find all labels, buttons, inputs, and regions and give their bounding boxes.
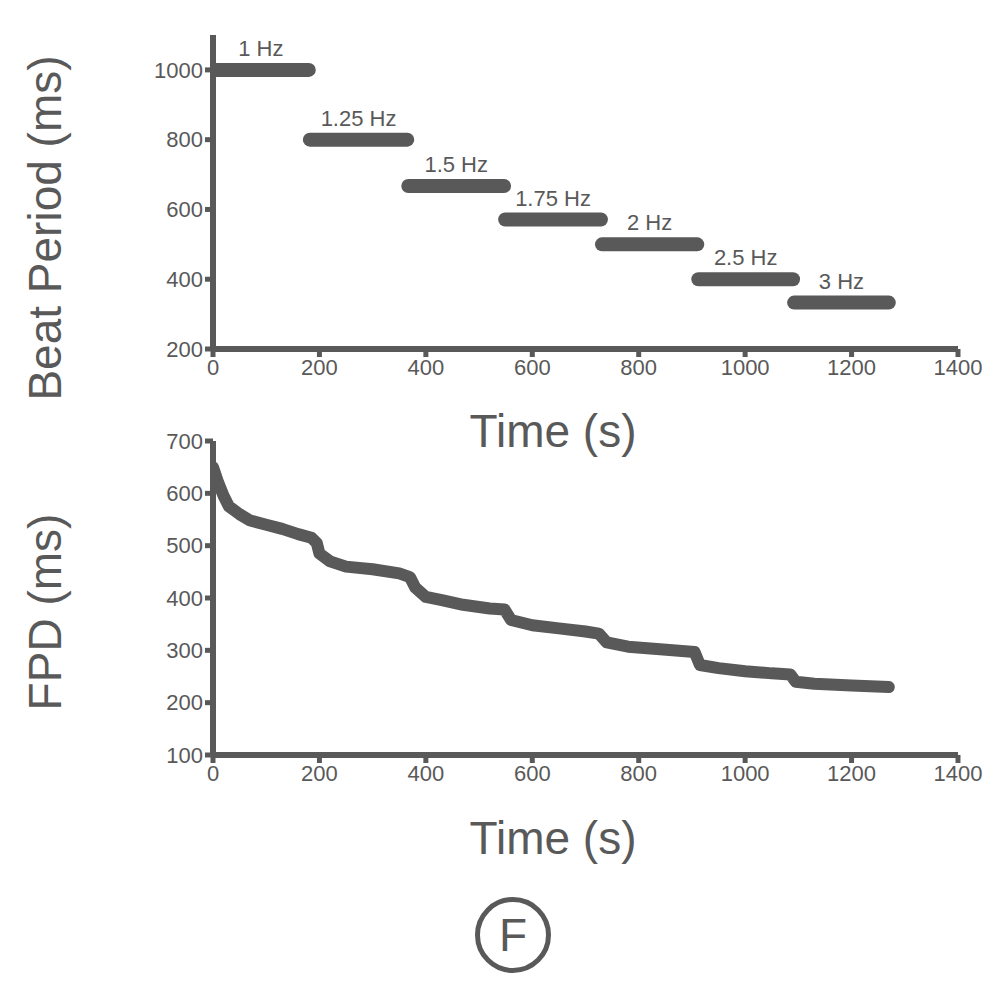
html-text:Beat Period (ms): Beat Period (ms) (19, 55, 71, 401)
svg-text:1000: 1000 (154, 58, 203, 83)
html-text:FPD (ms): FPD (ms) (19, 513, 71, 711)
svg-text:1 Hz: 1 Hz (238, 36, 283, 61)
svg-text:1200: 1200 (827, 355, 876, 380)
svg-text:500: 500 (166, 533, 203, 558)
svg-text:300: 300 (166, 638, 203, 663)
svg-text:200: 200 (301, 355, 338, 380)
svg-text:600: 600 (166, 197, 203, 222)
svg-text:600: 600 (166, 481, 203, 506)
svg-text:400: 400 (407, 355, 444, 380)
svg-text:800: 800 (620, 761, 657, 786)
svg-text:200: 200 (166, 690, 203, 715)
svg-text:0: 0 (207, 761, 219, 786)
svg-text:400: 400 (166, 586, 203, 611)
svg-text:2.5 Hz: 2.5 Hz (714, 245, 778, 270)
svg-text:1400: 1400 (934, 761, 983, 786)
svg-text:2 Hz: 2 Hz (627, 210, 672, 235)
html-text:Time (s): Time (s) (469, 812, 637, 864)
svg-text:1.25 Hz: 1.25 Hz (321, 106, 397, 131)
svg-text:200: 200 (301, 761, 338, 786)
svg-text:0: 0 (207, 355, 219, 380)
svg-text:800: 800 (166, 127, 203, 152)
svg-text:1400: 1400 (934, 355, 983, 380)
svg-text:100: 100 (166, 743, 203, 768)
svg-text:400: 400 (407, 761, 444, 786)
html-text:Time (s): Time (s) (469, 405, 637, 457)
svg-text:1.5 Hz: 1.5 Hz (424, 152, 488, 177)
svg-text:1000: 1000 (721, 761, 770, 786)
svg-text:200: 200 (166, 337, 203, 362)
svg-text:600: 600 (514, 355, 551, 380)
html-text:F: F (498, 909, 527, 961)
svg-text:700: 700 (166, 429, 203, 454)
svg-text:800: 800 (620, 355, 657, 380)
svg-text:1.75 Hz: 1.75 Hz (515, 186, 591, 211)
svg-text:400: 400 (166, 267, 203, 292)
svg-text:1200: 1200 (827, 761, 876, 786)
svg-text:1000: 1000 (721, 355, 770, 380)
svg-text:600: 600 (514, 761, 551, 786)
svg-text:3 Hz: 3 Hz (819, 269, 864, 294)
